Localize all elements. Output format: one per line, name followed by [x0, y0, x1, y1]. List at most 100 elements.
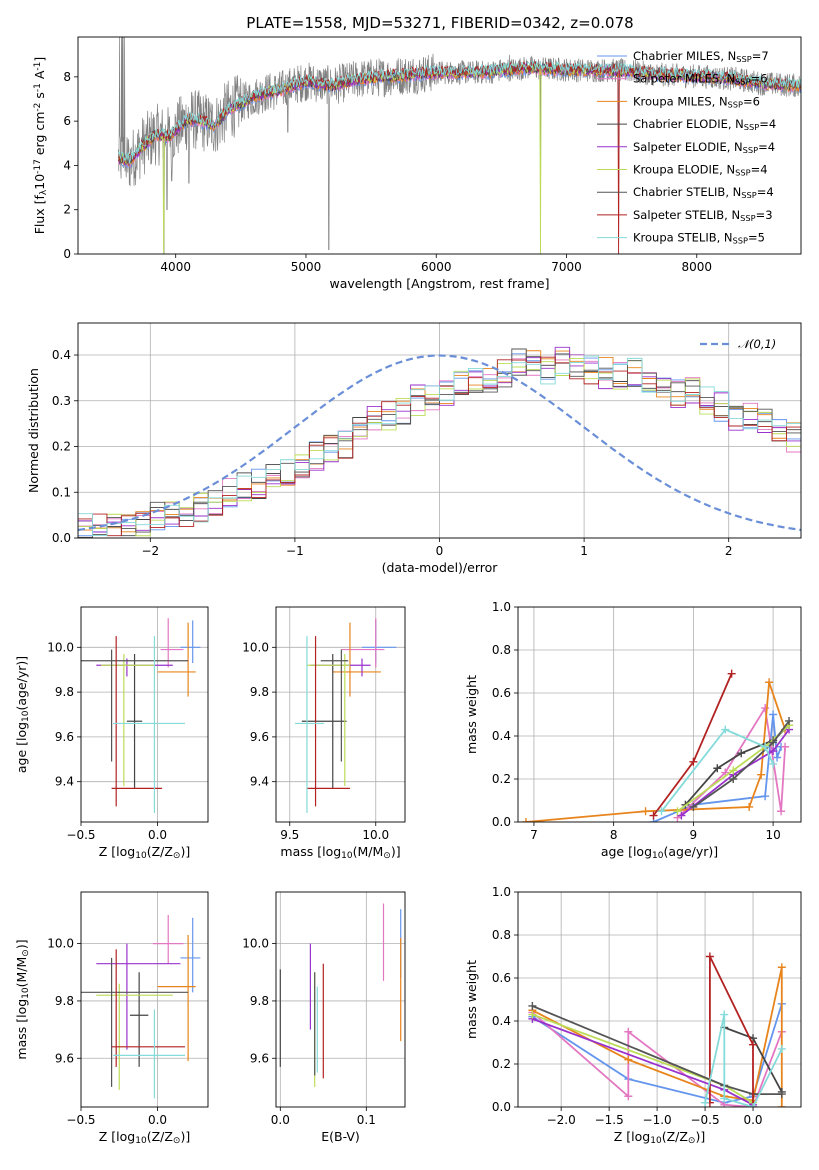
label-script: SSP — [735, 77, 750, 87]
label-part: Z [log — [614, 1129, 650, 1144]
axes-frame — [517, 606, 802, 823]
legend-label: 𝒩(0,1) — [738, 337, 776, 351]
legend-label: Salpeter MILES, NSSP=6 — [633, 72, 768, 87]
y-axis-label: mass weight — [464, 675, 479, 754]
y-tick-label: 10.0 — [242, 640, 269, 654]
y-tick-label: 10.0 — [47, 937, 74, 951]
weight-marker-kroupa-miles — [624, 1055, 633, 1064]
label-part: Kroupa ELODIE, N — [633, 163, 735, 177]
label-script: SSP — [743, 145, 758, 155]
weight-marker-kroupa-stelib — [720, 1010, 729, 1019]
plot-area — [276, 892, 405, 1107]
legend-label: Chabrier MILES, NSSP=7 — [633, 49, 769, 64]
weight-line-chabrier-stelib — [532, 1005, 782, 1095]
label-part: E(B-V) — [321, 1129, 360, 1144]
weight-marker-kroupa-stelib — [721, 725, 730, 734]
hist-chabrier-miles — [78, 353, 801, 538]
weight-marker-chabrier-elodie — [737, 749, 746, 758]
figure-title: PLATE=1558, MJD=53271, FIBERID=0342, z=0… — [246, 14, 633, 32]
label-part: Chabrier STELIB, N — [633, 185, 741, 199]
weight-marker-salpeter-miles — [761, 704, 770, 713]
label-part: Normed distribution — [26, 368, 41, 493]
label-script: ⊙ — [173, 851, 181, 861]
x-tick-label: −2 — [141, 544, 159, 558]
y-tick-label: 0.4 — [492, 729, 511, 743]
legend-label: Chabrier STELIB, NSSP=4 — [633, 185, 774, 200]
label-part: (M/M — [14, 957, 29, 988]
y-tick-label: 0.2 — [492, 1057, 511, 1071]
y-tick-label: 0.3 — [52, 394, 71, 408]
label-script: -1 — [33, 62, 43, 71]
x-tick-label: −1.0 — [643, 1113, 672, 1127]
hist-chabrier-stelib — [78, 348, 801, 538]
x-axis-label: E(B-V) — [321, 1129, 360, 1144]
y-tick-label: 9.4 — [55, 775, 74, 789]
label-part: A — [32, 70, 47, 83]
x-tick-label: 10 — [765, 828, 780, 842]
y-tick-label: 9.8 — [55, 994, 74, 1008]
label-part: (Z/Z — [662, 1129, 688, 1144]
label-part: Salpeter ELODIE, N — [633, 140, 743, 154]
weight-marker-chabrier-stelib — [528, 1001, 537, 1010]
x-tick-label: 1 — [580, 544, 588, 558]
x-tick-label: 4000 — [160, 260, 191, 274]
label-part: =6 — [751, 72, 768, 86]
x-axis-label: mass [log10(M/M⊙)] — [280, 844, 400, 861]
x-tick-label: 9 — [690, 828, 698, 842]
chart-panel: −2 −1 0 1 2 0.0 0.1 0.2 0.3 0.4 (data-model)/error… — [26, 322, 802, 575]
x-axis-label: Z [log10(Z/Z⊙)] — [614, 1129, 705, 1146]
label-part: Salpeter MILES, N — [633, 72, 735, 86]
y-tick-label: 9.8 — [55, 685, 74, 699]
weight-marker-salpeter-miles — [624, 1027, 633, 1036]
label-part: Kroupa STELIB, N — [633, 231, 733, 245]
axes-frame — [80, 891, 209, 1108]
y-tick-label: 9.6 — [250, 730, 269, 744]
x-tick-label: 0.0 — [148, 1113, 167, 1127]
weight-marker-salpeter-stelib — [749, 1040, 758, 1049]
y-tick-label: 0 — [63, 247, 71, 261]
label-script: SSP — [740, 213, 755, 223]
label-script: -1 — [33, 83, 43, 92]
x-axis-label: wavelength [Angstrom, rest frame] — [329, 276, 549, 291]
weight-marker-salpeter-stelib — [705, 952, 714, 961]
weight-line-chabrier-stelib — [692, 720, 790, 808]
x-tick-label: 6000 — [421, 260, 452, 274]
label-part: )] — [180, 844, 190, 859]
label-part: Z [log — [99, 844, 135, 859]
x-axis-label: (data-model)/error — [382, 560, 499, 575]
label-script: λ — [39, 189, 49, 195]
y-axis-label: mass [log10(M/M⊙)] — [14, 939, 31, 1059]
weight-marker-kroupa-elodie — [729, 766, 738, 775]
label-script: 10 — [21, 987, 31, 999]
label-part: )] — [14, 939, 29, 949]
y-tick-label: 9.4 — [250, 775, 269, 789]
x-tick-label: 9.5 — [280, 828, 299, 842]
weight-marker-kroupa-elodie — [673, 807, 682, 816]
weight-marker-chabrier-miles — [773, 753, 782, 762]
label-script: SSP — [733, 236, 748, 246]
weight-marker-kroupa-miles — [777, 963, 786, 972]
label-part: =3 — [756, 208, 773, 222]
weight-marker-kroupa-miles — [521, 818, 530, 822]
plot-area — [518, 607, 801, 822]
x-tick-label: 0.0 — [148, 828, 167, 842]
label-part: mass weight — [464, 960, 479, 1039]
label-part: Salpeter STELIB, N — [633, 208, 740, 222]
y-axis-label: mass weight — [464, 960, 479, 1039]
label-script: 10 — [135, 1136, 147, 1146]
weight-marker-kroupa-miles — [777, 1103, 786, 1107]
label-script: 10 — [21, 710, 31, 722]
weight-marker-salpeter-miles — [781, 742, 790, 751]
plot-area — [118, 37, 801, 254]
weight-marker-salpeter-miles — [624, 1092, 633, 1101]
axes-frame — [517, 891, 802, 1108]
legend-label: Salpeter STELIB, NSSP=3 — [633, 208, 773, 223]
weight-marker-kroupa-miles — [745, 802, 754, 811]
x-tick-label: 10.0 — [362, 828, 389, 842]
label-script: 10 — [650, 1136, 662, 1146]
weight-marker-kroupa-stelib — [720, 1094, 729, 1103]
weight-marker-kroupa-stelib — [657, 807, 666, 816]
label-part: =4 — [759, 117, 776, 131]
